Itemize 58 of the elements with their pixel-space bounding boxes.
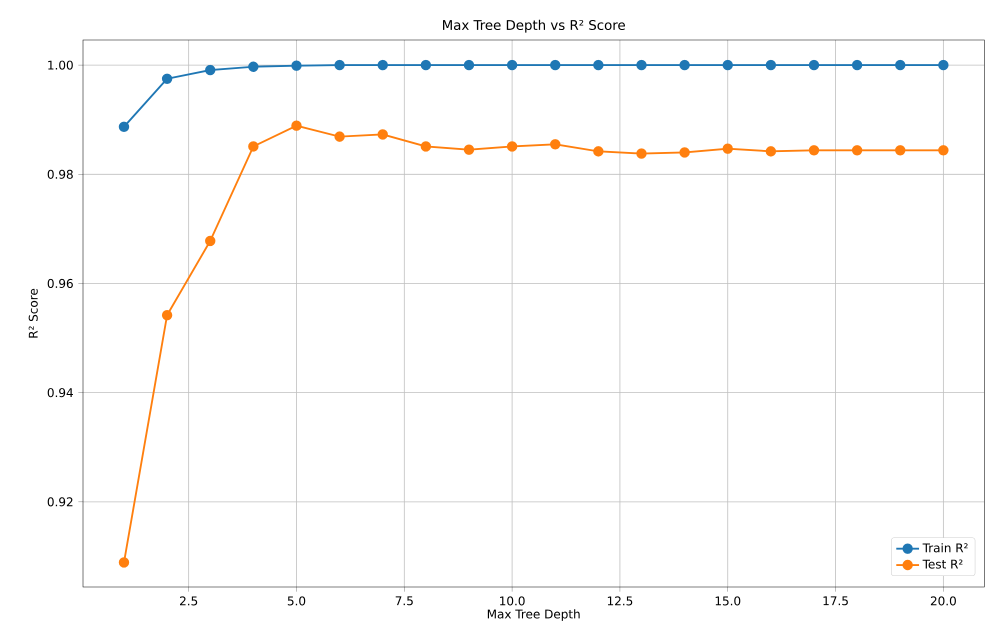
- point: [118, 122, 130, 132]
- point: [808, 60, 820, 70]
- point: [852, 145, 862, 156]
- point: [205, 236, 216, 246]
- point: [808, 145, 820, 156]
- point: [766, 146, 776, 157]
- point: [291, 120, 302, 131]
- x-tick-label: 7.5: [396, 596, 413, 606]
- point: [679, 147, 690, 158]
- point: [162, 74, 172, 84]
- point: [593, 60, 604, 70]
- point: [378, 129, 388, 140]
- legend-label: Test R²: [922, 560, 962, 569]
- point: [636, 60, 647, 70]
- x-tick-label: 15.0: [716, 596, 740, 606]
- point: [766, 60, 776, 70]
- point: [550, 139, 560, 150]
- point: [550, 60, 560, 70]
- x-tick-label: 17.5: [824, 596, 848, 606]
- point: [248, 141, 259, 152]
- point: [378, 60, 388, 70]
- y-tick-label: 0.96: [48, 278, 73, 288]
- point: [205, 64, 216, 76]
- point: [162, 310, 172, 320]
- point: [593, 146, 604, 157]
- x-tick-label: 12.5: [608, 596, 632, 606]
- point: [420, 141, 432, 152]
- point: [291, 60, 302, 71]
- point: [334, 60, 345, 70]
- y-tick-label: 0.92: [48, 497, 72, 506]
- x-axis-title: Max Tree Depth: [488, 609, 580, 621]
- y-tick-label: 0.94: [48, 388, 73, 398]
- x-tick-label: 5.0: [288, 596, 306, 606]
- point: [464, 60, 474, 70]
- point: [636, 148, 647, 159]
- legend-label: Train R²: [922, 543, 968, 552]
- point: [895, 60, 906, 70]
- point: [938, 145, 949, 156]
- point: [334, 131, 345, 142]
- point: [722, 143, 733, 154]
- x-tick-label: 20.0: [930, 596, 956, 606]
- point: [248, 62, 259, 72]
- point: [895, 145, 906, 156]
- y-axis-title: R² Score: [28, 288, 38, 338]
- point: [679, 60, 690, 70]
- chart-title: Max Tree Depth vs R² Score: [443, 20, 625, 33]
- point: [464, 144, 474, 155]
- point: [852, 60, 862, 70]
- point: [938, 60, 949, 70]
- y-tick-label: 0.98: [48, 170, 73, 179]
- point: [420, 60, 432, 70]
- point: [118, 557, 130, 568]
- point: [506, 60, 518, 70]
- y-tick-label: 1.00: [48, 60, 73, 70]
- point: [722, 60, 733, 70]
- x-tick-label: 10.0: [500, 596, 525, 606]
- x-tick-label: 2.5: [180, 596, 198, 606]
- point: [506, 141, 518, 152]
